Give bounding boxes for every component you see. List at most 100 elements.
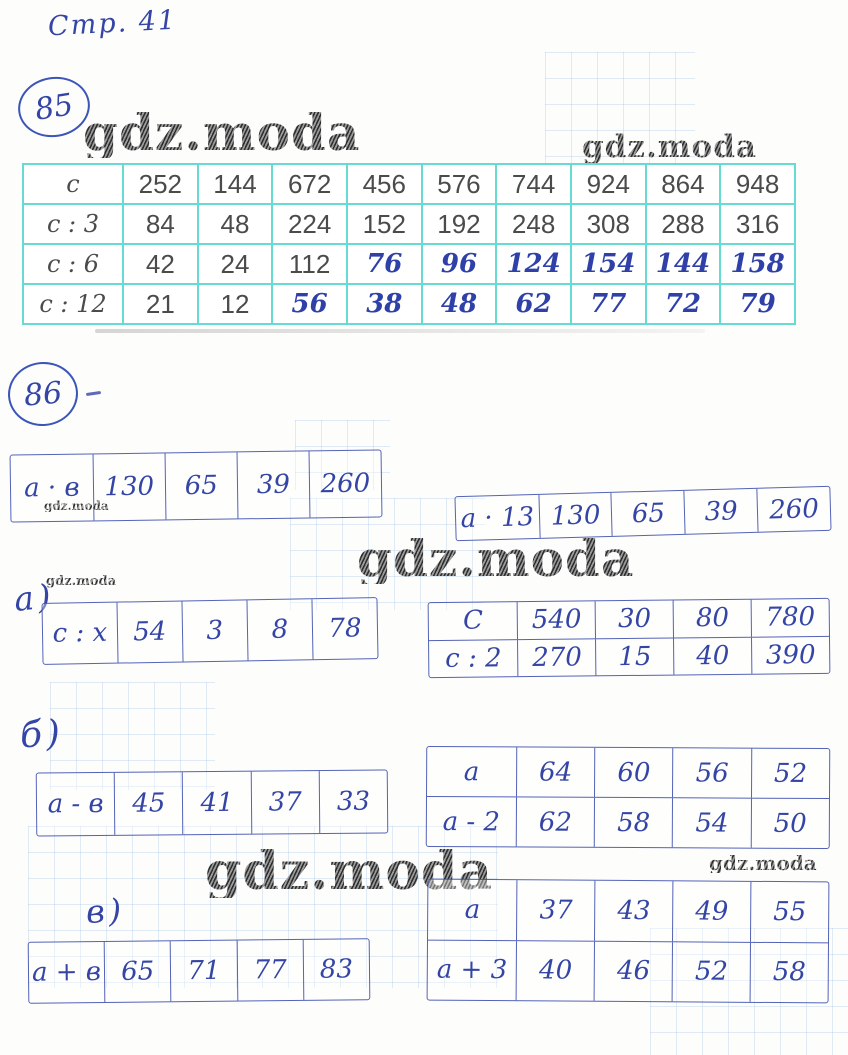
cell: 576 [420,163,498,205]
hand-cell: 83 [302,939,370,1000]
hand-cell: 39 [683,488,758,534]
scan-shadow [95,329,705,333]
hand-row: с : 2 270 15 40 390 [429,635,830,678]
hand-cell: 64 [515,747,595,797]
hand-cell: 43 [594,880,673,941]
row-label: c : 3 [22,203,124,245]
hand-cell: 45 [113,772,183,835]
cell-handwritten: 96 [420,243,498,285]
cell-handwritten: 48 [420,283,498,325]
cell-handwritten: 77 [569,283,647,325]
hand-cell: 40 [516,940,595,1001]
cell: 948 [719,163,796,205]
cell: 192 [420,203,498,245]
hand-cell: 60 [594,747,673,798]
hand-cell-label: а + 3 [436,954,508,986]
cell-handwritten: 76 [345,243,423,285]
hand-cell: 80 [672,599,752,638]
cell: 456 [345,163,423,205]
hand-cell: 58 [749,942,828,1003]
cell-handwritten: 56 [271,283,348,325]
part-v-label: в) [85,891,127,931]
hand-cell-label: а [463,756,480,787]
watermark: gdz.moda [46,574,117,589]
hand-cell: 50 [750,798,829,849]
cell: 288 [644,203,722,245]
hand-cell: 52 [671,941,751,1002]
watermark: gdz.moda [709,851,817,875]
cell: 24 [196,243,274,285]
watermark: gdz.moda [357,529,635,588]
cell: 42 [122,243,199,285]
hand-cell-label: а - 2 [442,806,501,837]
cell: 48 [196,203,274,245]
task85-number: 85 [32,86,76,128]
table-row: c 252 144 672 456 576 744 924 864 948 [22,163,796,205]
cell-handwritten: 154 [569,243,647,285]
hand-cell-label: а + в [31,957,102,988]
cell: 144 [196,163,274,205]
row-label: c [22,163,124,205]
table-row: c : 6 42 24 112 76 96 124 154 144 158 [22,243,796,285]
cell: 224 [271,203,348,245]
task86-b-right-table: а 64 60 56 52 а - 2 62 58 54 50 [425,745,831,850]
task86-a-right-table: С 540 30 80 780 с : 2 270 15 40 390 [427,597,831,679]
watermark: gdz.moda [44,499,109,513]
hand-cell: 65 [164,452,238,520]
hand-cell: 78 [311,598,378,660]
hand-cell-label: а - в [47,788,104,820]
cell: 308 [569,203,647,245]
hand-cell: 39 [236,451,310,519]
watermark: gdz.moda [205,841,494,902]
task86-b-left-table: а - в 45 41 37 33 [35,769,389,837]
cell: 112 [271,243,348,285]
hand-cell: 37 [516,880,595,941]
hand-cell: 52 [750,748,830,799]
cell: 12 [196,283,274,325]
cell: 248 [495,203,572,245]
cell: 21 [122,283,199,325]
pen-tick [85,390,102,397]
hand-cell: 62 [515,797,595,847]
hand-cell: 37 [250,771,320,834]
row-label: c : 6 [22,243,124,285]
cell-handwritten: 72 [644,283,722,325]
hand-row: С 540 30 80 780 [429,598,829,640]
hand-cell: 260 [756,486,831,532]
hand-cell: 8 [246,599,313,661]
hand-cell: 40 [673,637,752,675]
hand-cell: 46 [593,941,673,1002]
task86-number-badge: 86 [5,359,81,429]
hand-cell: 260 [308,450,382,518]
task86-v-right-table: а 37 43 49 55 а + 3 40 46 52 58 [426,878,830,1004]
hand-cell: 540 [517,601,596,639]
row-label: c : 12 [22,283,124,325]
table-row: c : 12 21 12 56 38 48 62 77 72 79 [22,283,796,325]
hand-cell: 49 [672,881,751,942]
part-b-label: б) [18,712,66,757]
cell-handwritten: 144 [644,243,722,285]
cell-handwritten: 62 [495,283,572,325]
cell-handwritten: 124 [495,243,572,285]
cell: 924 [569,163,647,205]
task86-v-left-table: а + в 65 71 77 83 [27,938,371,1004]
cell: 864 [644,163,722,205]
cell-handwritten: 79 [719,283,796,325]
hand-cell: 54 [672,798,751,848]
watermark: gdz.moda [582,129,757,165]
hand-row: а + 3 40 46 52 58 [427,939,828,1003]
cell: 672 [271,163,348,205]
hand-cell: 71 [169,940,237,1002]
hand-cell: 270 [517,638,596,677]
hand-cell-label: а [464,894,481,925]
hand-cell: 390 [751,636,830,674]
hand-cell: 780 [750,598,829,637]
cell-handwritten: 38 [345,283,423,325]
hand-cell: 33 [318,770,388,834]
hand-cell: 30 [594,600,674,638]
hand-cell: 3 [181,600,248,662]
cell-handwritten: 158 [719,243,796,285]
hand-cell: 65 [103,941,171,1002]
task86-a-left-table: с : х 54 3 8 78 [41,597,379,665]
